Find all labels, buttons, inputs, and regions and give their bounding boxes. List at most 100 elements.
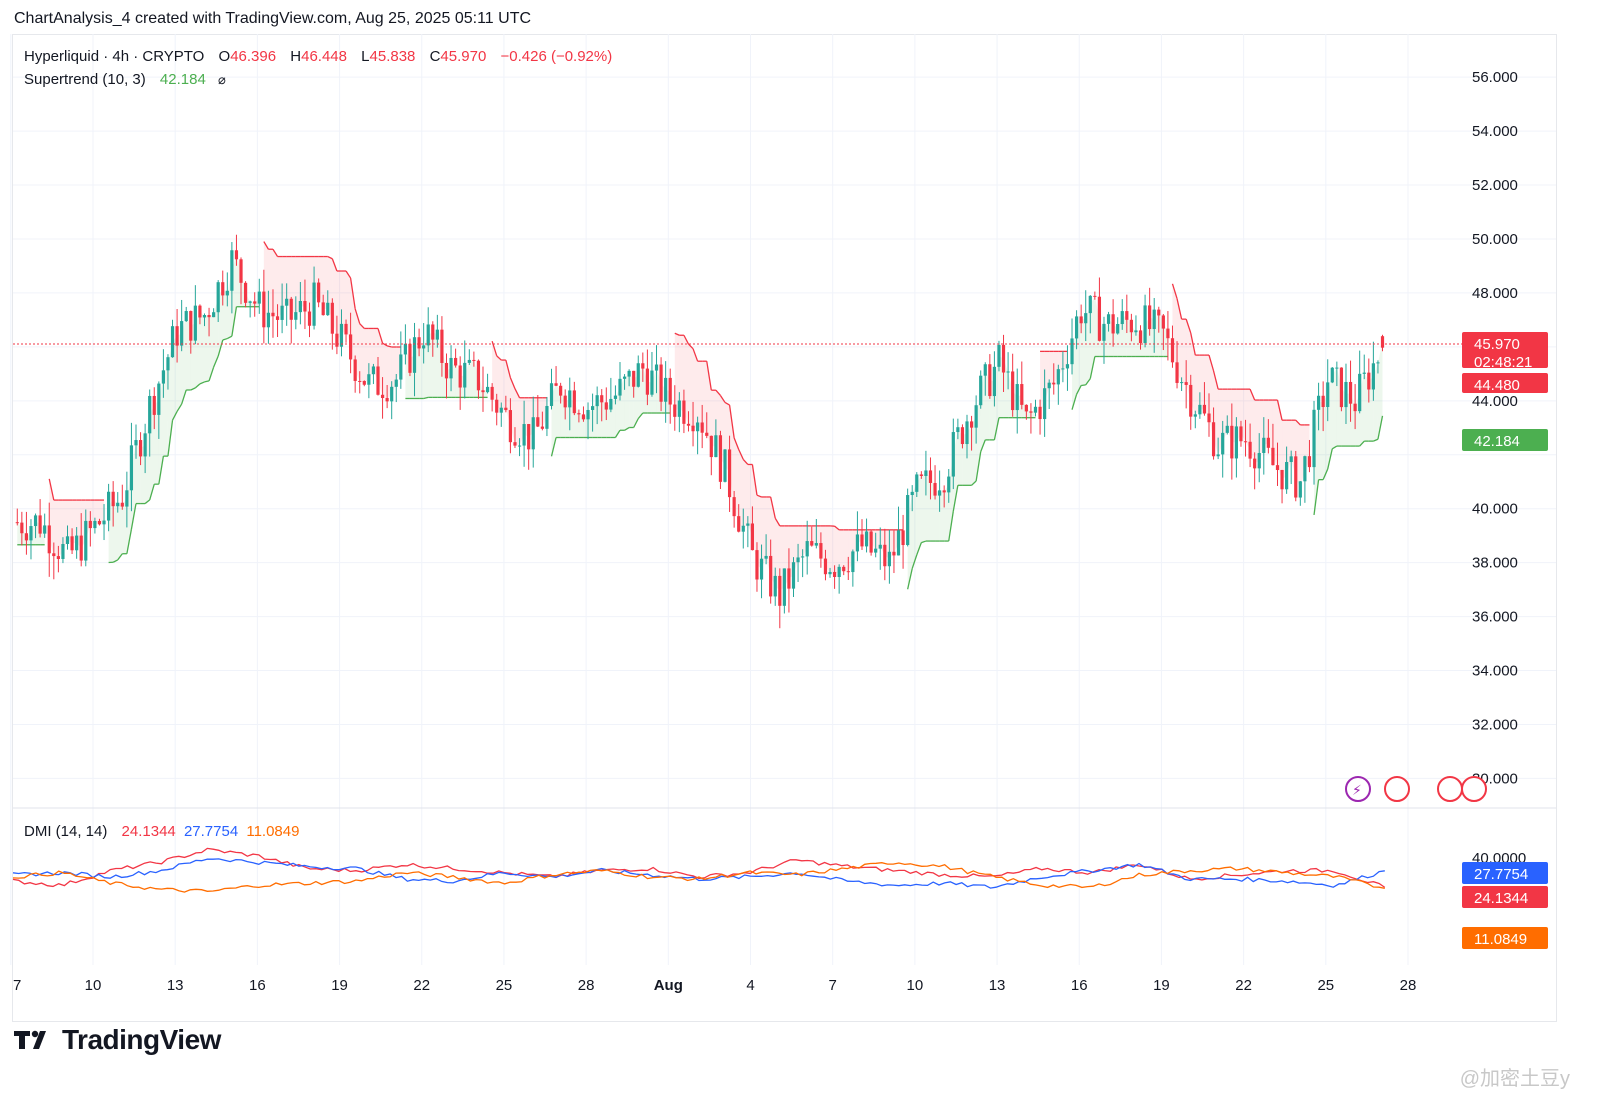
supertrend-label[interactable]: Supertrend (10, 3) bbox=[24, 71, 146, 88]
candle-body bbox=[805, 541, 809, 557]
supertrend-fill-segment bbox=[117, 504, 123, 560]
candle-body bbox=[1312, 409, 1316, 468]
supertrend-segment bbox=[624, 426, 630, 431]
candle-body bbox=[819, 543, 823, 559]
supertrend-fill-segment bbox=[1368, 376, 1374, 442]
chart-caption: ChartAnalysis_4 created with TradingView… bbox=[14, 10, 532, 27]
candle-body bbox=[1262, 437, 1266, 454]
supertrend-segment bbox=[208, 366, 215, 382]
supertrend-fill-segment bbox=[432, 332, 438, 398]
supertrend-fill-segment bbox=[300, 256, 305, 307]
candle-body bbox=[52, 553, 56, 557]
supertrend-segment bbox=[1071, 394, 1078, 410]
candle-body bbox=[590, 406, 595, 410]
candle-body bbox=[412, 337, 417, 373]
hidden-eye-icon[interactable]: ⌀ bbox=[217, 72, 226, 87]
candle-body bbox=[285, 298, 289, 306]
flash-glyph: ⚡ bbox=[1352, 783, 1362, 799]
candle-body bbox=[664, 377, 668, 402]
supertrend-segment bbox=[975, 451, 982, 482]
candle-body bbox=[892, 551, 896, 556]
us-flag-event-icon bbox=[1384, 776, 1410, 802]
supertrend-fill-segment bbox=[565, 398, 570, 438]
candle-body bbox=[682, 400, 686, 424]
di-plus-tag-text: 27.7754 bbox=[1474, 866, 1528, 883]
candle-body bbox=[1170, 338, 1175, 363]
candle-body bbox=[312, 282, 316, 326]
time-tick-label: 28 bbox=[1400, 977, 1417, 994]
supertrend-fill-segment bbox=[323, 256, 328, 309]
supertrend-segment bbox=[733, 437, 740, 450]
candle-body bbox=[956, 427, 960, 433]
supertrend-fill-segment bbox=[642, 365, 648, 414]
supertrend-fill-segment bbox=[382, 343, 388, 400]
supertrend-fill-segment bbox=[843, 529, 849, 572]
candle-body bbox=[1367, 372, 1371, 390]
candle-body bbox=[184, 311, 188, 322]
candle-body bbox=[851, 551, 855, 573]
price-tick-label: 32.000 bbox=[1472, 716, 1518, 733]
candle-body bbox=[814, 543, 818, 546]
candle-body bbox=[604, 402, 608, 410]
candle-body bbox=[969, 421, 974, 428]
supertrend-segment bbox=[948, 511, 954, 542]
candle-body bbox=[837, 566, 841, 578]
supertrend-segment bbox=[514, 388, 521, 399]
symbol-label[interactable]: Hyperliquid · 4h · CRYPTO bbox=[24, 48, 205, 65]
supertrend-fill-segment bbox=[222, 288, 228, 341]
supertrend-fill-segment bbox=[1186, 319, 1191, 401]
supertrend-segment bbox=[1276, 399, 1283, 421]
last-price-tag-bg bbox=[1462, 332, 1548, 368]
high-label: H bbox=[290, 48, 302, 65]
candle-body bbox=[915, 474, 919, 492]
supertrend-segment bbox=[354, 308, 361, 324]
candle-body bbox=[1061, 368, 1065, 370]
time-axis: 7 10 13 16 19 22 25 28 Aug 4 7 10 13 16 19 22 25 28 bbox=[13, 977, 1416, 994]
time-tick-label: 16 bbox=[249, 977, 266, 994]
candle-body bbox=[1189, 384, 1193, 417]
supertrend-segment bbox=[1359, 440, 1365, 447]
supertrend-fill-segment bbox=[277, 256, 283, 319]
supertrend-fill-segment bbox=[583, 414, 589, 438]
supertrend-fill-segment bbox=[163, 363, 168, 457]
supertrend-segment bbox=[190, 387, 196, 391]
candle-body bbox=[107, 491, 111, 521]
time-tick-label: 13 bbox=[167, 977, 184, 994]
candle-body bbox=[508, 410, 513, 443]
supertrend-segment bbox=[980, 439, 986, 453]
supertrend-fill-segment bbox=[122, 498, 127, 554]
candle-body bbox=[1106, 314, 1111, 324]
candle-body bbox=[860, 534, 864, 547]
us-flag-event-icon bbox=[1437, 776, 1463, 802]
dmi-pane bbox=[12, 847, 1386, 893]
candle-body bbox=[43, 525, 47, 534]
supertrend-fill-segment bbox=[514, 388, 520, 446]
supertrend-segment bbox=[213, 355, 219, 368]
adx-tag-bg bbox=[1462, 927, 1548, 949]
candle-body bbox=[449, 357, 453, 379]
supertrend-fill-segment bbox=[597, 398, 602, 438]
event-icons[interactable]: ⚡ bbox=[1345, 776, 1487, 802]
candle-body bbox=[1152, 309, 1156, 330]
supertrend-segment bbox=[386, 345, 392, 348]
candle-body bbox=[275, 316, 280, 320]
supertrend-segment bbox=[633, 418, 639, 428]
supertrend-segment bbox=[706, 361, 712, 391]
supertrend-segment bbox=[149, 483, 155, 501]
candle-body bbox=[755, 550, 759, 580]
candle-body bbox=[1157, 309, 1161, 316]
supertrend-fill-segment bbox=[94, 500, 100, 525]
candle-body bbox=[668, 377, 672, 405]
candle-body bbox=[1380, 336, 1385, 348]
candle-body bbox=[390, 386, 394, 402]
supertrend-segment bbox=[199, 381, 205, 385]
candle-body bbox=[983, 364, 987, 376]
candle-body bbox=[444, 362, 449, 379]
dmi-label[interactable]: DMI (14, 14) bbox=[24, 823, 108, 840]
supertrend-fill-segment bbox=[113, 498, 118, 563]
supertrend-segment bbox=[683, 334, 690, 345]
candle-body bbox=[426, 324, 430, 346]
tradingview-logo[interactable]: TradingView bbox=[14, 1024, 221, 1056]
